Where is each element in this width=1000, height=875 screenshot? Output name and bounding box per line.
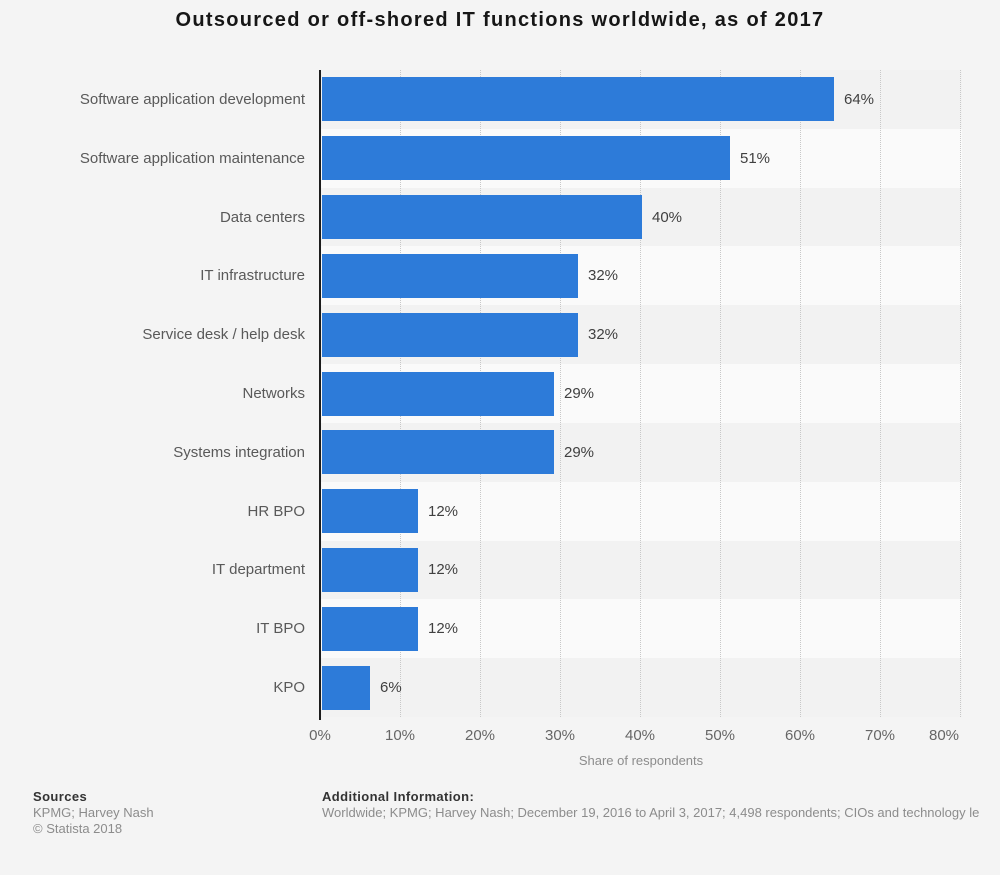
- gridline: [640, 70, 641, 717]
- row-stripe: [321, 599, 962, 659]
- bar: [322, 195, 642, 240]
- copyright-text: © Statista 2018: [33, 821, 123, 836]
- x-tick-label: 10%: [384, 727, 416, 744]
- bar-value-label: 12%: [428, 502, 459, 520]
- x-tick-label: 40%: [624, 727, 656, 744]
- bar-value-label: 32%: [588, 326, 619, 344]
- category-label: Systems integration: [173, 443, 305, 461]
- additional-info-block: Additional Information: Worldwide; KPMG;…: [322, 789, 1000, 821]
- category-label: IT department: [211, 561, 305, 579]
- sources-text: KPMG; Harvey Nash: [33, 805, 154, 820]
- gridline: [880, 70, 881, 717]
- sources-block: Sources KPMG; Harvey Nash © Statista 201…: [33, 789, 154, 837]
- x-axis-label: Share of respondents: [578, 753, 704, 768]
- chart-title: Outsourced or off-shored IT functions wo…: [175, 9, 825, 31]
- category-label: KPO: [273, 679, 305, 697]
- x-tick-label: 50%: [704, 727, 736, 744]
- gridline: [800, 70, 801, 717]
- bar-value-label: 29%: [564, 443, 595, 461]
- additional-info-text: Worldwide; KPMG; Harvey Nash; December 1…: [322, 805, 980, 820]
- category-label: Software application development: [79, 90, 305, 108]
- row-stripe: [321, 540, 962, 600]
- row-stripe: [321, 658, 962, 717]
- row-stripe: [321, 481, 962, 541]
- bar-value-label: 51%: [740, 149, 771, 167]
- sources-heading: Sources: [33, 789, 88, 804]
- x-tick-label: 20%: [464, 727, 496, 744]
- additional-info-heading: Additional Information:: [322, 789, 475, 804]
- plot-area: 64% 51% 40% 32% 32% 29% 29% 12% 12% 12% 6%: [321, 70, 962, 717]
- bar: [322, 77, 834, 122]
- category-label: Data centers: [219, 208, 305, 226]
- category-label: IT BPO: [256, 620, 305, 638]
- bar-value-label: 40%: [652, 208, 683, 226]
- category-label: HR BPO: [247, 502, 305, 520]
- bar-value-label: 12%: [428, 620, 459, 638]
- x-tick-label: 30%: [544, 727, 576, 744]
- gridline: [720, 70, 721, 717]
- bar: [322, 606, 418, 651]
- category-label: Service desk / help desk: [142, 326, 305, 344]
- bar: [322, 136, 730, 181]
- bar: [322, 665, 370, 710]
- bar-value-label: 32%: [588, 267, 619, 285]
- x-tick-label: 70%: [864, 727, 896, 744]
- category-label: Software application maintenance: [79, 149, 305, 167]
- bar: [322, 489, 418, 534]
- bar: [322, 430, 554, 475]
- bar: [322, 253, 578, 298]
- category-axis-labels: Software application development Software…: [0, 70, 305, 717]
- gridline: [560, 70, 561, 717]
- y-axis-line: [319, 70, 321, 720]
- x-tick-label: 0%: [309, 727, 331, 744]
- bar: [322, 547, 418, 592]
- gridline: [960, 70, 961, 717]
- bar-value-label: 29%: [564, 384, 595, 402]
- bar-value-label: 6%: [380, 679, 402, 697]
- bar: [322, 312, 578, 357]
- category-label: Networks: [242, 384, 305, 402]
- x-tick-label: 60%: [784, 727, 816, 744]
- x-tick-label: 80%: [928, 727, 960, 744]
- bar-value-label: 12%: [428, 561, 459, 579]
- bar-value-label: 64%: [844, 90, 875, 108]
- category-label: IT infrastructure: [200, 267, 305, 285]
- bar: [322, 371, 554, 416]
